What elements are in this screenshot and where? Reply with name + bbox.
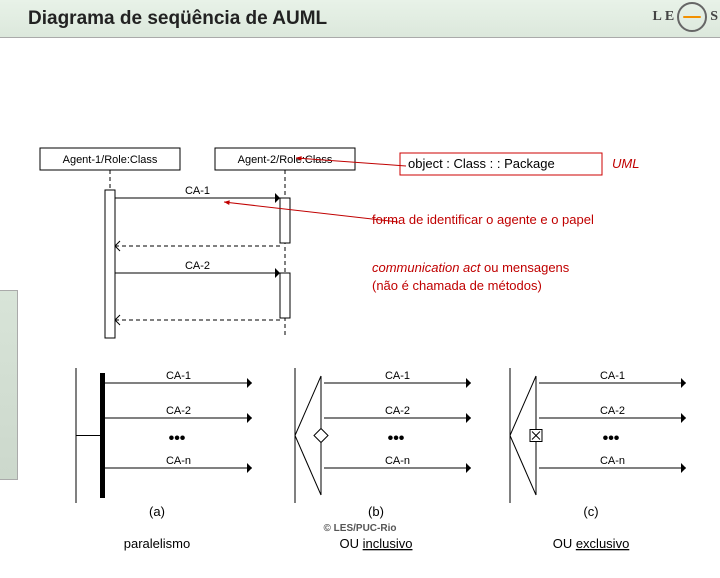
- footer: © LES/PUC-Rio: [0, 523, 720, 534]
- logo-letter: S: [710, 9, 718, 25]
- logo-letter: E: [665, 9, 674, 25]
- sub-label: paralelismo: [124, 536, 190, 551]
- lifeline-label: Agent-1/Role:Class: [63, 154, 158, 166]
- ellipsis: •••: [603, 430, 620, 447]
- message-label: CA-1: [185, 185, 210, 197]
- activation: [280, 198, 290, 243]
- sub-caption: (c): [583, 504, 598, 519]
- note-text: (não é chamada de métodos): [372, 278, 542, 293]
- sub-message-label: CA-n: [600, 455, 625, 467]
- ellipsis: •••: [388, 430, 405, 447]
- sub-caption: (a): [149, 504, 165, 519]
- parallel-bar: [100, 373, 105, 498]
- page-title: Diagrama de seqüência de AUML: [28, 8, 327, 30]
- ellipsis: •••: [169, 430, 186, 447]
- diagram-canvas: Agent-1/Role:ClassAgent-2/Role:ClassCA-1…: [0, 38, 720, 578]
- logo-letter: L: [653, 9, 662, 25]
- uml-suffix: UML: [612, 156, 639, 171]
- activation: [280, 273, 290, 318]
- sub-message-label: CA-2: [600, 405, 625, 417]
- sub-message-label: CA-2: [385, 405, 410, 417]
- sub-message-label: CA-2: [166, 405, 191, 417]
- sub-message-label: CA-n: [385, 455, 410, 467]
- sub-label: OU exclusivo: [553, 536, 630, 551]
- logo: L E S: [653, 2, 718, 32]
- note-text: communication act ou mensagens: [372, 260, 570, 275]
- logo-circle-icon: [677, 2, 707, 32]
- sub-message-label: CA-1: [385, 370, 410, 382]
- note-text: forma de identificar o agente e o papel: [372, 212, 594, 227]
- sub-label: OU inclusivo: [340, 536, 413, 551]
- inclusive-diamond-icon: [314, 429, 328, 443]
- sub-message-label: CA-n: [166, 455, 191, 467]
- sub-message-label: CA-1: [600, 370, 625, 382]
- sub-caption: (b): [368, 504, 384, 519]
- activation: [105, 190, 115, 338]
- sub-message-label: CA-1: [166, 370, 191, 382]
- uml-text: object : Class : : Package: [408, 156, 555, 171]
- message-label: CA-2: [185, 260, 210, 272]
